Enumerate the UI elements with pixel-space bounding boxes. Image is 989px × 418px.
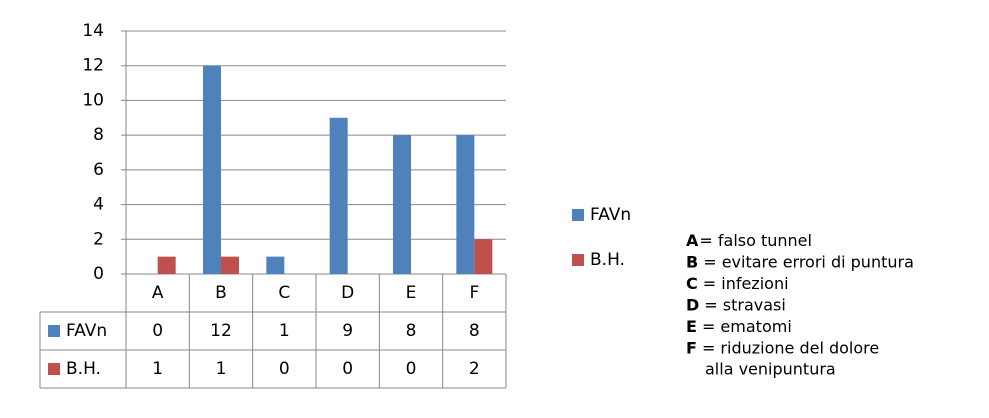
table-value: 2 (469, 359, 480, 379)
bar (157, 256, 176, 274)
y-tick-label: 6 (93, 160, 104, 180)
row-header: FAVn (66, 321, 107, 341)
y-tick-label: 10 (82, 90, 104, 110)
bar (393, 135, 411, 274)
note-continuation: alla venipuntura (705, 360, 836, 379)
bar (456, 135, 475, 274)
x-tick-label: A (152, 283, 164, 303)
x-tick-label: D (341, 283, 354, 303)
table-value: 12 (210, 321, 232, 341)
y-tick-label: 2 (93, 229, 104, 249)
note: D = stravasi (686, 295, 786, 314)
table-value: 1 (216, 359, 227, 379)
table-value: 0 (406, 359, 417, 379)
x-tick-label: B (215, 283, 227, 303)
table-value: 9 (342, 321, 353, 341)
bar (221, 256, 239, 274)
note: E = ematomi (686, 317, 792, 336)
table-value: 0 (342, 359, 353, 379)
y-tick-label: 4 (93, 195, 104, 215)
legend-key (572, 254, 584, 266)
note-text: = evitare errori di puntura (703, 252, 914, 271)
note: F = riduzione del dolore (686, 338, 879, 357)
y-tick-label: 14 (82, 21, 104, 41)
note: A= falso tunnel (686, 231, 812, 250)
note-letter: D (686, 295, 699, 314)
note-text: = ematomi (702, 317, 792, 336)
note-letter: E (686, 317, 697, 336)
bar (474, 239, 493, 274)
table-value: 8 (469, 321, 480, 341)
y-tick-label: 0 (93, 264, 104, 284)
table-value: 0 (152, 321, 163, 341)
x-tick-label: F (469, 283, 479, 303)
legend-key (48, 325, 60, 337)
bar (266, 256, 285, 274)
note: B = evitare errori di puntura (686, 252, 914, 271)
legend-label: B.H. (590, 250, 625, 270)
note-text: = riduzione del dolore (702, 338, 879, 357)
x-tick-label: C (278, 283, 290, 303)
y-tick-label: 8 (93, 125, 104, 145)
note-letter: F (686, 338, 697, 357)
legend-key (572, 209, 584, 221)
note-text: = stravasi (704, 295, 786, 314)
table-value: 1 (279, 321, 290, 341)
x-tick-label: E (406, 283, 417, 303)
row-header: B.H. (66, 359, 101, 379)
note-text: = falso tunnel (699, 231, 812, 250)
note-text: = infezioni (703, 274, 789, 293)
note-letter: A (686, 231, 699, 250)
bar (203, 65, 221, 274)
bar (329, 117, 348, 275)
table-value: 8 (406, 321, 417, 341)
legend-key (48, 363, 60, 375)
table-value: 1 (152, 359, 163, 379)
table-value: 0 (279, 359, 290, 379)
y-tick-label: 12 (82, 56, 104, 76)
note-letter: B (686, 252, 698, 271)
legend-label: FAVn (590, 205, 631, 225)
note-letter: C (686, 274, 698, 293)
note: C = infezioni (686, 274, 789, 293)
